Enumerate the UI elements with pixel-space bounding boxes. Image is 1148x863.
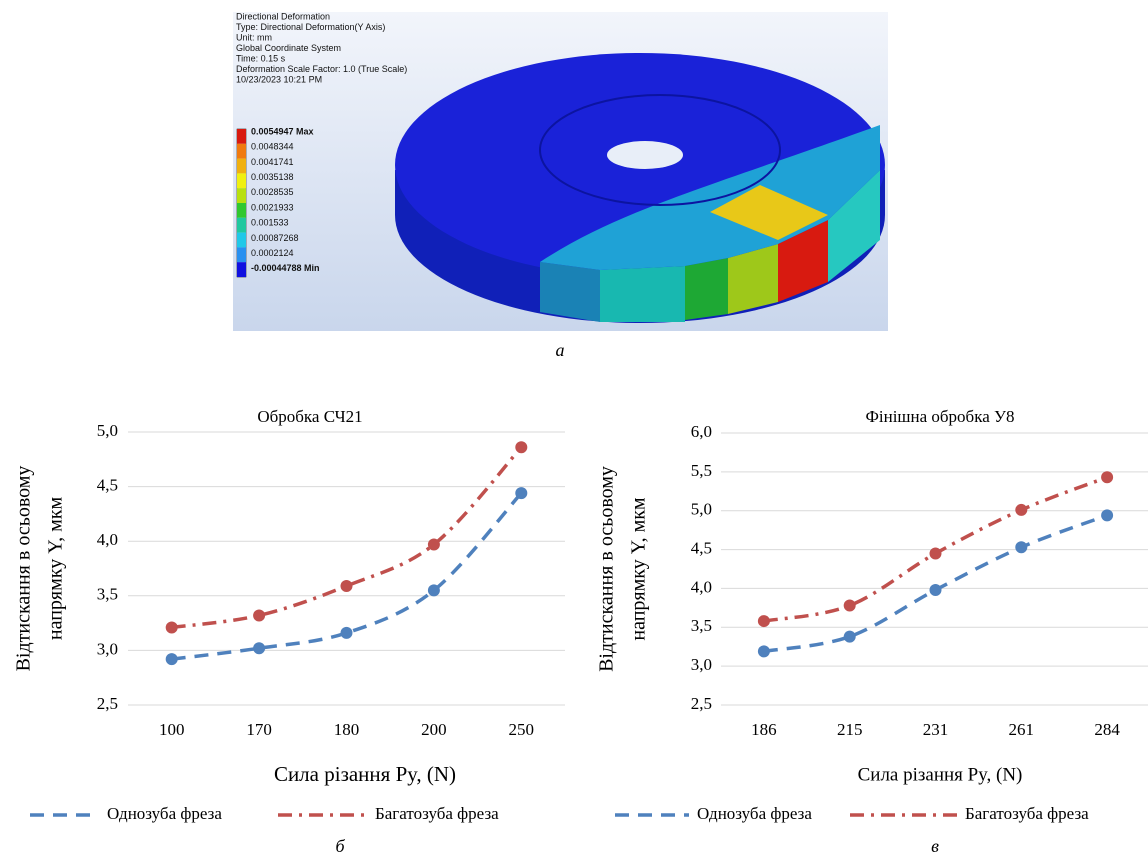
legend-label: Однозуба фреза bbox=[697, 804, 812, 823]
legend-label: 0.0028535 bbox=[251, 187, 294, 197]
x-tick-label: 284 bbox=[1094, 720, 1120, 739]
image-header-line: Global Coordinate System bbox=[236, 43, 341, 53]
y-tick-label: 5,0 bbox=[691, 500, 712, 519]
legend-label: Багатозуба фреза bbox=[375, 804, 499, 823]
legend-swatch bbox=[237, 218, 246, 233]
y-axis-label: Відтискання в осьовому bbox=[596, 466, 618, 672]
side-segment bbox=[600, 266, 685, 322]
legend-label: 0.0021933 bbox=[251, 202, 294, 212]
figure: Directional DeformationType: Directional… bbox=[0, 0, 1148, 863]
y-tick-label: 3,5 bbox=[97, 585, 118, 604]
y-tick-label: 3,0 bbox=[97, 639, 118, 658]
data-point bbox=[341, 580, 353, 592]
data-point bbox=[166, 621, 178, 633]
legend-label: 0.0002124 bbox=[251, 248, 294, 258]
caption: б bbox=[335, 836, 345, 856]
legend-swatch bbox=[237, 203, 246, 218]
caption: а bbox=[556, 340, 565, 360]
x-tick-label: 231 bbox=[923, 720, 949, 739]
legend-label: -0.00044788 Min bbox=[251, 263, 320, 273]
legend-label: 0.001533 bbox=[251, 218, 289, 228]
x-tick-label: 186 bbox=[751, 720, 777, 739]
chart-title: Обробка СЧ21 bbox=[257, 407, 362, 426]
side-segment bbox=[685, 258, 728, 320]
y-tick-label: 3,5 bbox=[691, 616, 712, 635]
image-header-line: Deformation Scale Factor: 1.0 (True Scal… bbox=[236, 64, 407, 74]
y-tick-label: 4,0 bbox=[97, 530, 118, 549]
y-tick-label: 2,5 bbox=[97, 694, 118, 713]
x-axis-label: Сила різання Py, (N) bbox=[274, 762, 456, 786]
data-point bbox=[428, 538, 440, 550]
data-point bbox=[1015, 504, 1027, 516]
y-tick-label: 4,5 bbox=[691, 538, 712, 557]
legend-label: Багатозуба фреза bbox=[965, 804, 1089, 823]
data-point bbox=[1101, 509, 1113, 521]
y-tick-label: 2,5 bbox=[691, 694, 712, 713]
caption: в bbox=[931, 836, 939, 856]
y-tick-label: 5,0 bbox=[97, 421, 118, 440]
image-header-line: Unit: mm bbox=[236, 32, 272, 42]
legend-swatch bbox=[237, 247, 246, 262]
x-tick-label: 100 bbox=[159, 720, 185, 739]
y-axis-label: напрямку Y, мкм bbox=[45, 497, 67, 641]
image-header-line: Time: 0.15 s bbox=[236, 53, 286, 63]
legend-swatch bbox=[237, 173, 246, 188]
y-tick-label: 6,0 bbox=[691, 422, 712, 441]
x-axis-label: Сила різання Py, (N) bbox=[858, 764, 1023, 785]
data-point bbox=[515, 441, 527, 453]
image-header-line: 10/23/2023 10:21 PM bbox=[236, 74, 322, 84]
legend-label: 0.00087268 bbox=[251, 233, 299, 243]
y-tick-label: 4,0 bbox=[691, 577, 712, 596]
side-segment bbox=[540, 262, 600, 322]
data-point bbox=[341, 627, 353, 639]
legend-swatch bbox=[237, 188, 246, 203]
y-axis-label: напрямку Y, мкм bbox=[628, 497, 650, 641]
data-point bbox=[930, 584, 942, 596]
data-point bbox=[253, 609, 265, 621]
x-tick-label: 215 bbox=[837, 720, 863, 739]
image-header-line: Directional Deformation bbox=[236, 11, 330, 21]
legend-swatch bbox=[237, 159, 246, 174]
legend-swatch bbox=[237, 144, 246, 159]
legend-label: 0.0041741 bbox=[251, 157, 294, 167]
data-point bbox=[428, 584, 440, 596]
legend-label: 0.0054947 Max bbox=[251, 126, 314, 136]
x-tick-label: 200 bbox=[421, 720, 447, 739]
x-tick-label: 170 bbox=[246, 720, 272, 739]
data-point bbox=[253, 642, 265, 654]
data-point bbox=[515, 487, 527, 499]
chart-title: Фінішна обробка У8 bbox=[865, 407, 1014, 426]
data-point bbox=[758, 645, 770, 657]
legend-label: Однозуба фреза bbox=[107, 804, 222, 823]
image-header-line: Type: Directional Deformation(Y Axis) bbox=[236, 22, 385, 32]
y-axis-label: Відтискання в осьовому bbox=[13, 466, 35, 672]
legend-swatch bbox=[237, 262, 246, 277]
data-point bbox=[844, 631, 856, 643]
legend-swatch bbox=[237, 129, 246, 144]
y-tick-label: 4,5 bbox=[97, 476, 118, 495]
data-point bbox=[930, 547, 942, 559]
data-point bbox=[758, 615, 770, 627]
series-line bbox=[764, 515, 1107, 651]
legend-label: 0.0048344 bbox=[251, 142, 294, 152]
series-line bbox=[172, 447, 522, 627]
x-tick-label: 250 bbox=[509, 720, 535, 739]
y-tick-label: 3,0 bbox=[691, 655, 712, 674]
legend-swatch bbox=[237, 233, 246, 248]
data-point bbox=[1101, 471, 1113, 483]
center-hole bbox=[607, 141, 683, 169]
x-tick-label: 180 bbox=[334, 720, 360, 739]
data-point bbox=[844, 600, 856, 612]
data-point bbox=[1015, 541, 1027, 553]
y-tick-label: 5,5 bbox=[691, 461, 712, 480]
legend-label: 0.0035138 bbox=[251, 172, 294, 182]
data-point bbox=[166, 653, 178, 665]
x-tick-label: 261 bbox=[1009, 720, 1035, 739]
